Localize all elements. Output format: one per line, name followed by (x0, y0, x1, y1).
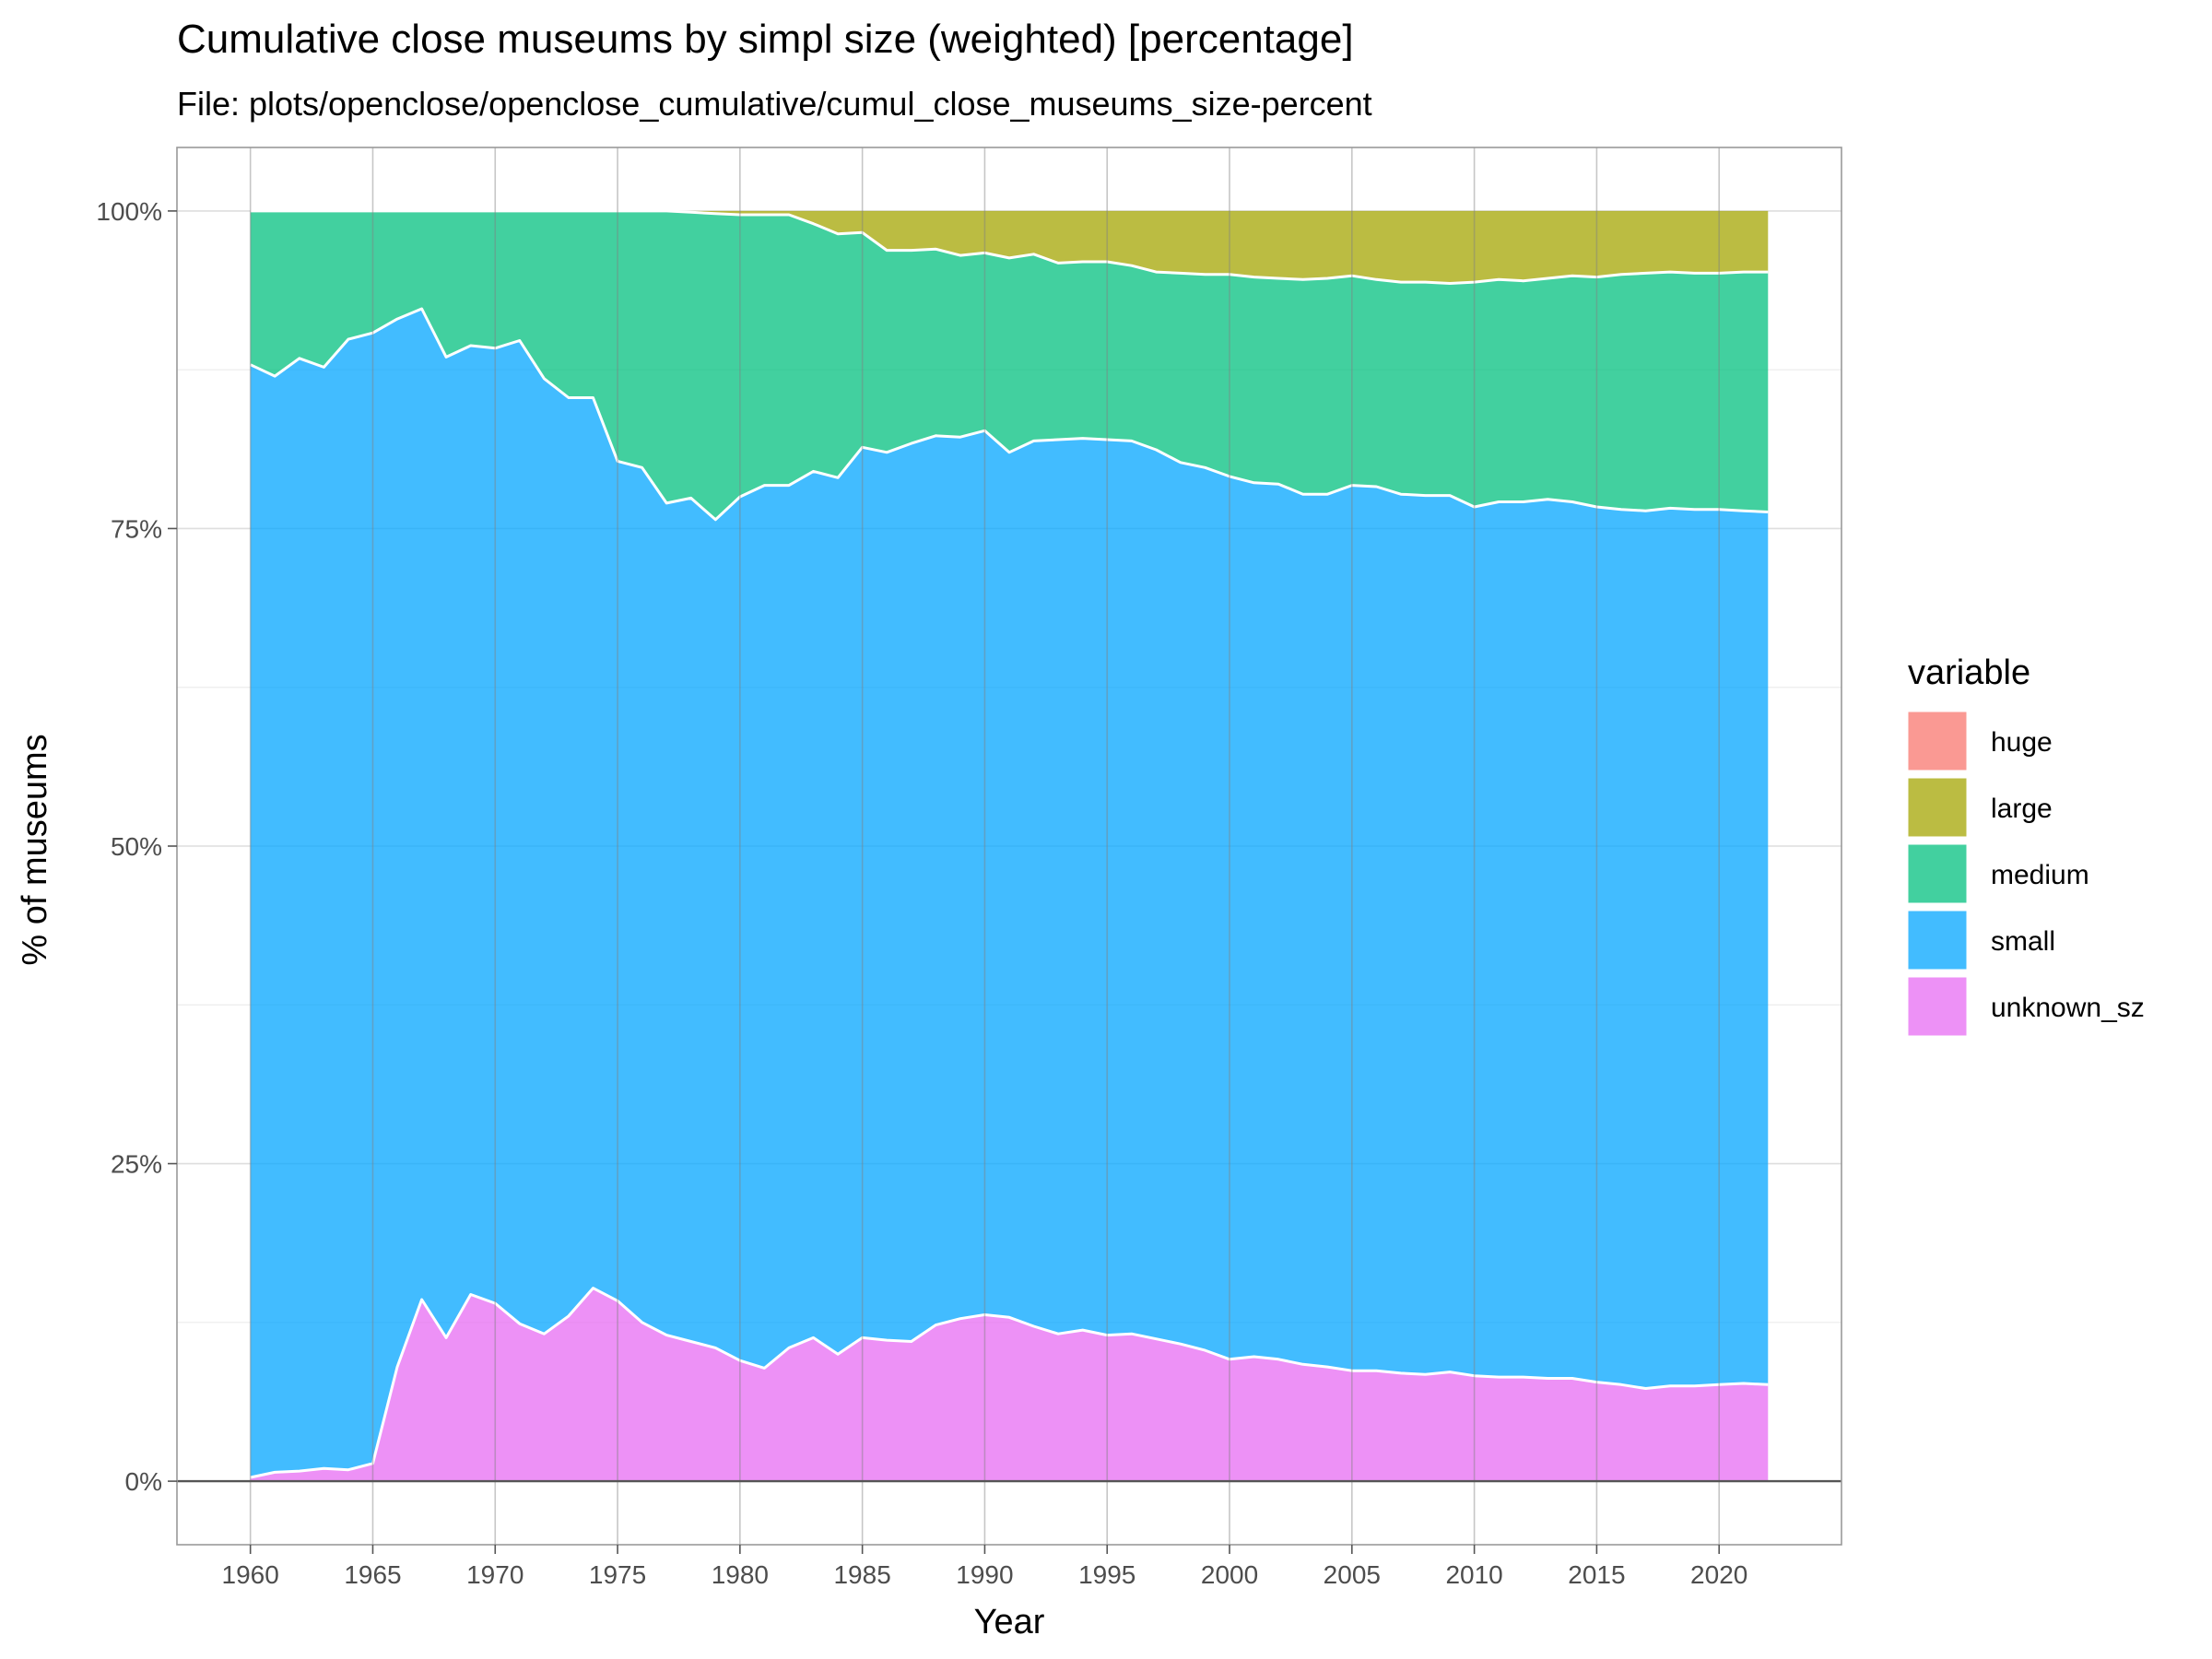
x-tick-label: 2010 (1445, 1560, 1502, 1589)
boundary-medium (250, 209, 1769, 285)
x-tick-label: 2020 (1690, 1560, 1747, 1589)
legend-label-medium: medium (1991, 860, 2089, 890)
x-tick-label: 1975 (589, 1560, 646, 1589)
legend-label-small: small (1991, 926, 2055, 957)
x-tick-label: 2005 (1324, 1560, 1381, 1589)
area-unknown_sz (250, 1288, 1769, 1482)
x-axis-title: Year (974, 1603, 1045, 1641)
y-tick-label: 50% (111, 832, 162, 861)
legend-swatch-unknown_sz (1907, 976, 1968, 1037)
chart-subtitle: File: plots/openclose/openclose_cumulati… (177, 85, 1372, 123)
area-layers (250, 209, 1769, 1482)
legend-swatch-large (1907, 777, 1968, 838)
x-tick-label: 1960 (222, 1560, 279, 1589)
boundary-unknown_sz (250, 1287, 1769, 1479)
x-tick-label: 1985 (833, 1560, 890, 1589)
legend-label-huge: huge (1991, 727, 2053, 758)
x-tick-label: 2000 (1201, 1560, 1258, 1589)
y-axis-ticks: 0% 25% 50% 75% 100% (96, 197, 177, 1496)
x-axis-ticks: 1960 1965 1970 1975 1980 1985 1990 1995 2000 2005… (222, 1545, 1747, 1589)
x-tick-label: 1980 (712, 1560, 769, 1589)
x-tick-label: 1990 (956, 1560, 1013, 1589)
legend-label-unknown_sz: unknown_sz (1991, 993, 2145, 1023)
legend-swatch-huge (1907, 711, 1968, 771)
chart-title: Cumulative close museums by simpl size (… (177, 17, 1354, 62)
boundary-small (250, 307, 1769, 522)
legend-swatch-small (1907, 910, 1968, 971)
x-tick-label: 1965 (344, 1560, 401, 1589)
legend-label-large: large (1991, 794, 2053, 824)
y-tick-label: 0% (125, 1467, 162, 1496)
legend: variable huge large medium small unknown_sz (1907, 653, 2145, 1037)
legend-swatch-medium (1907, 843, 1968, 904)
y-tick-label: 100% (96, 197, 162, 226)
y-tick-label: 75% (111, 514, 162, 543)
x-tick-label: 1970 (466, 1560, 524, 1589)
area-small (250, 309, 1769, 1477)
area-medium (250, 210, 1769, 520)
legend-title: variable (1908, 653, 2030, 692)
y-tick-label: 25% (111, 1150, 162, 1179)
y-axis-title: % of museums (16, 734, 54, 965)
x-tick-label: 1995 (1078, 1560, 1135, 1589)
area-large (250, 210, 1769, 284)
x-tick-label: 2015 (1568, 1560, 1625, 1589)
